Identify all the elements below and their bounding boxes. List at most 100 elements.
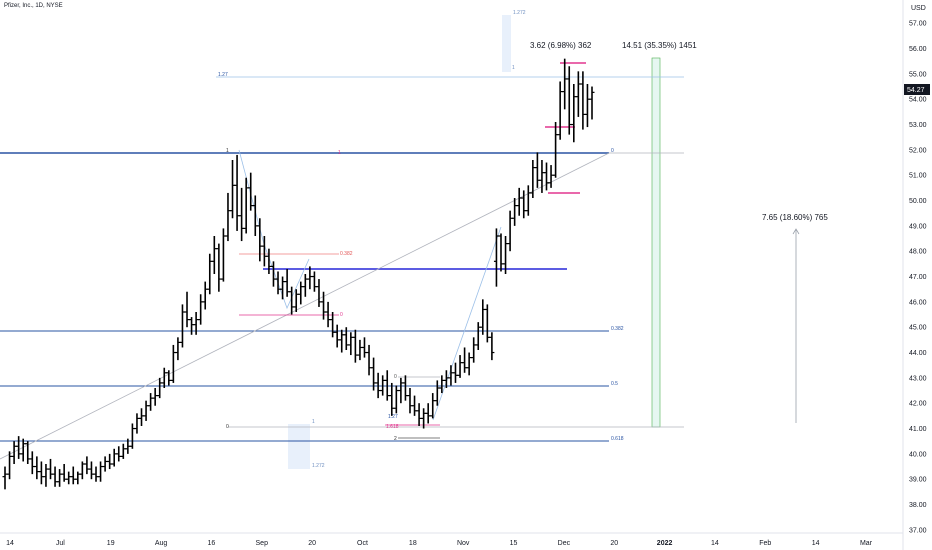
- y-tick-label: 38.00: [909, 502, 927, 509]
- ohlc-bar: [402, 375, 408, 401]
- ohlc-bar: [330, 312, 336, 338]
- ohlc-bar: [202, 281, 208, 310]
- ohlc-bar: [252, 195, 258, 236]
- ohlc-bar: [111, 448, 117, 467]
- y-tick-label: 37.00: [909, 527, 927, 534]
- ohlc-bar: [380, 375, 386, 396]
- ohlc-bar: [261, 236, 267, 267]
- ohlc-bar: [34, 456, 40, 480]
- ohlc-bar: [493, 228, 499, 287]
- x-tick-label: Oct: [357, 540, 368, 547]
- fib-label-1-top: 1: [512, 65, 515, 71]
- currency-label: USD: [911, 5, 926, 12]
- y-tick-label: 43.00: [909, 375, 927, 382]
- ohlc-bar: [248, 172, 254, 211]
- ohlc-bar: [375, 372, 381, 399]
- y-tick-label: 40.00: [909, 451, 927, 458]
- ohlc-bar: [43, 464, 49, 487]
- x-tick-label: 15: [510, 540, 518, 547]
- zigzag-pattern-2[interactable]: [432, 226, 502, 421]
- ohlc-bar: [134, 413, 140, 434]
- ohlc-bar: [421, 408, 427, 429]
- ohlc-bar: [543, 162, 549, 191]
- ohlc-bar: [584, 84, 590, 128]
- ohlc-bar: [88, 461, 94, 480]
- x-tick-label: 14: [6, 540, 14, 547]
- measure-label-top: 3.62 (6.98%) 362: [530, 41, 592, 50]
- ohlc-bar: [207, 253, 213, 295]
- ohlc-bar: [189, 317, 195, 335]
- projection-box-top[interactable]: [502, 15, 511, 72]
- y-tick-label: 39.00: [909, 477, 927, 484]
- y-tick-label: 41.00: [909, 426, 927, 433]
- fib-label-0-5: 0.5: [611, 381, 618, 387]
- range-box-green[interactable]: [651, 57, 661, 428]
- ohlc-bar: [120, 443, 126, 459]
- ohlc-bar: [507, 210, 513, 252]
- ohlc-bar: [116, 446, 122, 462]
- ohlc-bar: [166, 370, 172, 386]
- ohlc-bar: [571, 84, 577, 143]
- projection-box-bottom[interactable]: [288, 424, 310, 469]
- y-tick-label: 49.00: [909, 223, 927, 230]
- ohlc-bar: [84, 456, 90, 475]
- fib-label-1-272-top: 1.272: [513, 10, 526, 16]
- ohlc-bar: [52, 466, 58, 487]
- ohlc-bar: [243, 177, 249, 234]
- ohlc-bar: [512, 198, 518, 226]
- ohlc-bar: [366, 344, 372, 376]
- ohlc-bar: [75, 471, 81, 485]
- y-tick-label: 42.00: [909, 401, 927, 408]
- ohlc-bar: [220, 228, 226, 282]
- ohlc-bar: [525, 185, 531, 216]
- x-tick-label: 20: [308, 540, 316, 547]
- measure-label-right: 14.51 (35.35%) 1451: [622, 41, 697, 50]
- ohlc-bar: [516, 187, 522, 216]
- x-tick-label: Mar: [860, 540, 873, 547]
- ohlc-bar: [443, 370, 449, 388]
- ohlc-bar: [398, 377, 404, 404]
- fib-label-1-27: 1.27: [218, 72, 228, 78]
- y-tick-label: 52.00: [909, 147, 927, 154]
- ohlc-bar: [179, 304, 185, 348]
- y-tick-label: 45.00: [909, 325, 927, 332]
- y-tick-label: 55.00: [909, 71, 927, 78]
- y-axis-ticks: 37.00 38.00 39.00 40.00 41.00 42.00 43.00 44.00…: [909, 21, 927, 535]
- ohlc-bar: [16, 436, 22, 459]
- fib-label-0-382-red: 0.382: [340, 251, 353, 257]
- ohlc-bar: [339, 329, 345, 353]
- ohlc-bar: [389, 382, 395, 416]
- ohlc-bar: [462, 347, 468, 373]
- ohlc-bar: [457, 355, 463, 378]
- y-tick-label: 44.00: [909, 350, 927, 357]
- ohlc-bar: [38, 461, 44, 485]
- ohlc-bar: [152, 388, 158, 406]
- ohlc-bar: [257, 218, 263, 262]
- ohlc-bar: [452, 362, 458, 383]
- trendline-long[interactable]: [0, 152, 610, 460]
- ohlc-bar: [471, 337, 477, 363]
- ohlc-bar: [157, 377, 163, 399]
- x-tick-label: Aug: [155, 540, 168, 547]
- ohlc-bar: [211, 236, 217, 274]
- ohlc-bar: [575, 71, 581, 117]
- ohlc-bar: [361, 337, 367, 358]
- ohlc-bar: [2, 466, 8, 490]
- ohlc-bar: [139, 408, 145, 426]
- ohlc-bar: [230, 160, 236, 219]
- measure-label-mid: 7.65 (18.60%) 765: [762, 213, 828, 222]
- x-tick-label: 14: [812, 540, 820, 547]
- x-tick-label: 19: [107, 540, 115, 547]
- fib-label-0-left: 0: [226, 424, 229, 430]
- measure-arrow-head: [792, 228, 800, 235]
- fib-label-0-618: 0.618: [611, 436, 624, 442]
- x-tick-label: Jul: [56, 540, 65, 547]
- ohlc-bar: [275, 271, 281, 295]
- ohlc-bar: [325, 301, 331, 328]
- ohlc-bar: [548, 165, 554, 188]
- fib-label-1-27-low: 1.27: [388, 414, 398, 420]
- x-tick-label: 18: [409, 540, 417, 547]
- ohlc-bar: [239, 187, 245, 242]
